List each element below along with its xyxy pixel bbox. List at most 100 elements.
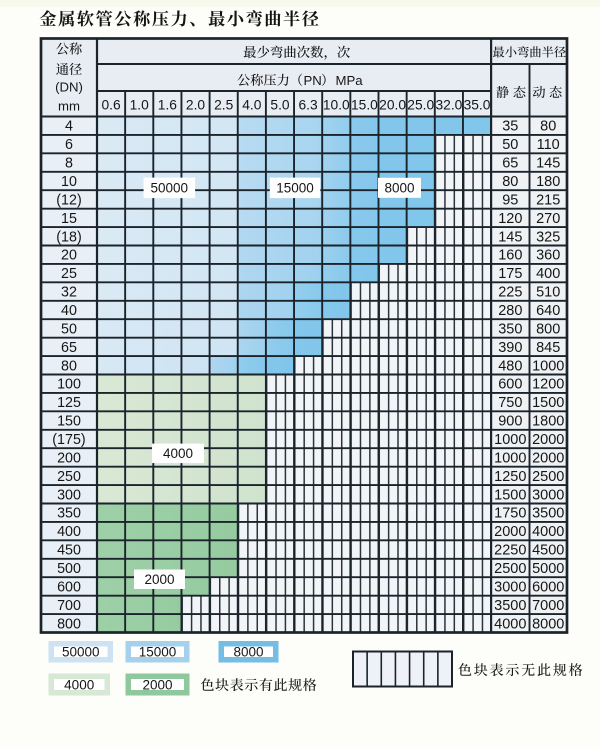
svg-text:1000: 1000 <box>494 432 526 448</box>
svg-text:4000: 4000 <box>532 524 564 540</box>
svg-text:3000: 3000 <box>532 487 564 503</box>
svg-text:450: 450 <box>57 543 81 559</box>
svg-text:2.0: 2.0 <box>186 98 206 113</box>
svg-text:845: 845 <box>536 340 560 356</box>
svg-text:1500: 1500 <box>532 395 564 411</box>
svg-text:15.0: 15.0 <box>351 98 378 113</box>
svg-text:15000: 15000 <box>276 181 314 196</box>
svg-text:2000: 2000 <box>144 572 174 587</box>
svg-text:600: 600 <box>498 377 522 393</box>
svg-text:2000: 2000 <box>532 432 564 448</box>
svg-text:8000: 8000 <box>532 616 564 632</box>
svg-text:900: 900 <box>498 414 522 430</box>
svg-text:160: 160 <box>498 248 522 264</box>
svg-text:3000: 3000 <box>494 579 526 595</box>
svg-text:25: 25 <box>61 266 77 282</box>
svg-text:95: 95 <box>502 192 518 208</box>
svg-text:15: 15 <box>61 211 77 227</box>
svg-text:(12): (12) <box>56 192 81 208</box>
svg-text:1000: 1000 <box>494 450 526 466</box>
svg-text:1750: 1750 <box>494 506 526 522</box>
svg-text:6: 6 <box>65 137 73 153</box>
svg-text:1000: 1000 <box>532 358 564 374</box>
svg-text:360: 360 <box>536 248 560 264</box>
svg-text:100: 100 <box>57 377 81 393</box>
svg-text:1500: 1500 <box>494 487 526 503</box>
svg-text:40: 40 <box>61 303 77 319</box>
svg-text:6000: 6000 <box>532 579 564 595</box>
svg-text:50: 50 <box>502 137 518 153</box>
svg-text:2.5: 2.5 <box>214 98 234 113</box>
svg-text:500: 500 <box>57 561 81 577</box>
svg-text:1200: 1200 <box>532 377 564 393</box>
svg-text:120: 120 <box>498 211 522 227</box>
svg-text:800: 800 <box>536 321 560 337</box>
svg-text:50000: 50000 <box>62 645 100 660</box>
svg-text:4500: 4500 <box>532 543 564 559</box>
svg-text:1.0: 1.0 <box>130 98 150 113</box>
svg-text:80: 80 <box>61 358 77 374</box>
svg-text:800: 800 <box>57 616 81 632</box>
svg-text:25.0: 25.0 <box>407 98 434 113</box>
svg-text:2500: 2500 <box>532 469 564 485</box>
svg-text:3500: 3500 <box>494 598 526 614</box>
svg-text:35: 35 <box>502 119 518 135</box>
svg-text:350: 350 <box>498 321 522 337</box>
svg-text:80: 80 <box>540 119 556 135</box>
svg-text:8000: 8000 <box>384 181 414 196</box>
svg-text:20.0: 20.0 <box>379 98 406 113</box>
svg-text:5000: 5000 <box>532 561 564 577</box>
svg-text:3500: 3500 <box>532 506 564 522</box>
svg-text:270: 270 <box>536 211 560 227</box>
svg-text:2000: 2000 <box>494 524 526 540</box>
svg-text:35.0: 35.0 <box>464 98 491 113</box>
svg-text:20: 20 <box>61 248 77 264</box>
svg-text:1.6: 1.6 <box>158 98 178 113</box>
svg-text:80: 80 <box>502 174 518 190</box>
svg-text:PN: PN <box>304 73 322 88</box>
svg-text:10.0: 10.0 <box>323 98 350 113</box>
svg-text:1250: 1250 <box>494 469 526 485</box>
svg-text:4000: 4000 <box>494 616 526 632</box>
svg-text:15000: 15000 <box>139 645 177 660</box>
svg-text:32: 32 <box>61 285 77 301</box>
svg-text:(DN): (DN) <box>55 80 83 95</box>
svg-text:4.0: 4.0 <box>242 98 262 113</box>
svg-text:390: 390 <box>498 340 522 356</box>
svg-text:MPa: MPa <box>336 73 364 88</box>
svg-text:50: 50 <box>61 321 77 337</box>
svg-text:480: 480 <box>498 358 522 374</box>
svg-text:400: 400 <box>536 266 560 282</box>
svg-text:110: 110 <box>537 137 560 153</box>
svg-text:325: 325 <box>536 229 560 245</box>
svg-text:145: 145 <box>498 229 522 245</box>
svg-text:145: 145 <box>536 156 560 172</box>
svg-text:1800: 1800 <box>532 414 564 430</box>
svg-text:0.6: 0.6 <box>102 98 122 113</box>
svg-text:125: 125 <box>57 395 81 411</box>
svg-text:(175): (175) <box>52 432 85 448</box>
svg-text:2000: 2000 <box>142 677 172 692</box>
svg-text:150: 150 <box>57 414 81 430</box>
svg-text:4000: 4000 <box>64 677 94 692</box>
svg-text:5.0: 5.0 <box>270 98 290 113</box>
svg-text:180: 180 <box>536 174 560 190</box>
svg-text:65: 65 <box>502 156 518 172</box>
svg-text:32.0: 32.0 <box>435 98 462 113</box>
svg-text:8: 8 <box>65 156 73 172</box>
svg-text:175: 175 <box>498 266 522 282</box>
svg-text:400: 400 <box>57 524 81 540</box>
svg-text:250: 250 <box>57 469 81 485</box>
svg-text:750: 750 <box>498 395 522 411</box>
svg-text:225: 225 <box>498 285 522 301</box>
svg-text:215: 215 <box>536 192 560 208</box>
svg-text:50000: 50000 <box>151 181 189 196</box>
svg-text:600: 600 <box>57 579 81 595</box>
svg-text:mm: mm <box>58 99 80 114</box>
svg-text:4: 4 <box>65 119 73 135</box>
svg-text:4000: 4000 <box>163 446 193 461</box>
svg-text:2500: 2500 <box>494 561 526 577</box>
svg-text:6.3: 6.3 <box>299 98 319 113</box>
svg-text:10: 10 <box>61 174 77 190</box>
svg-text:300: 300 <box>57 487 81 503</box>
